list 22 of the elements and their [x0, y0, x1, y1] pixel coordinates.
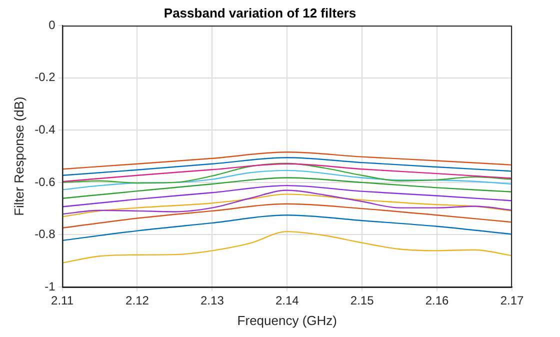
line-series: [62, 203, 512, 229]
line-series: [62, 194, 512, 218]
x-tick-label: 2.17: [500, 294, 524, 308]
y-tick-label: 0: [48, 18, 56, 32]
y-tick-label: -0.2: [34, 70, 56, 84]
x-tick-label: 2.14: [275, 294, 300, 308]
x-tick-label: 2.12: [126, 294, 150, 308]
x-axis-title: Frequency (GHz): [237, 312, 337, 328]
y-axis-title: Filter Response (dB): [11, 96, 26, 216]
line-series: [62, 184, 512, 208]
y-tick-label: -0.6: [34, 174, 56, 189]
line-series: [62, 190, 512, 215]
line-series: [62, 157, 512, 176]
y-tick-label: -0.8: [34, 227, 56, 242]
x-tick-label: 2.15: [350, 294, 374, 308]
line-series: [62, 152, 512, 170]
chart-title: Passband variation of 12 filters: [164, 5, 356, 20]
x-tick-label: 2.16: [425, 294, 450, 308]
x-tick-label: 2.11: [51, 294, 74, 308]
y-tick-label: -1: [44, 279, 56, 294]
x-tick-label: 2.13: [200, 294, 224, 308]
y-tick-label: -0.4: [34, 122, 56, 136]
